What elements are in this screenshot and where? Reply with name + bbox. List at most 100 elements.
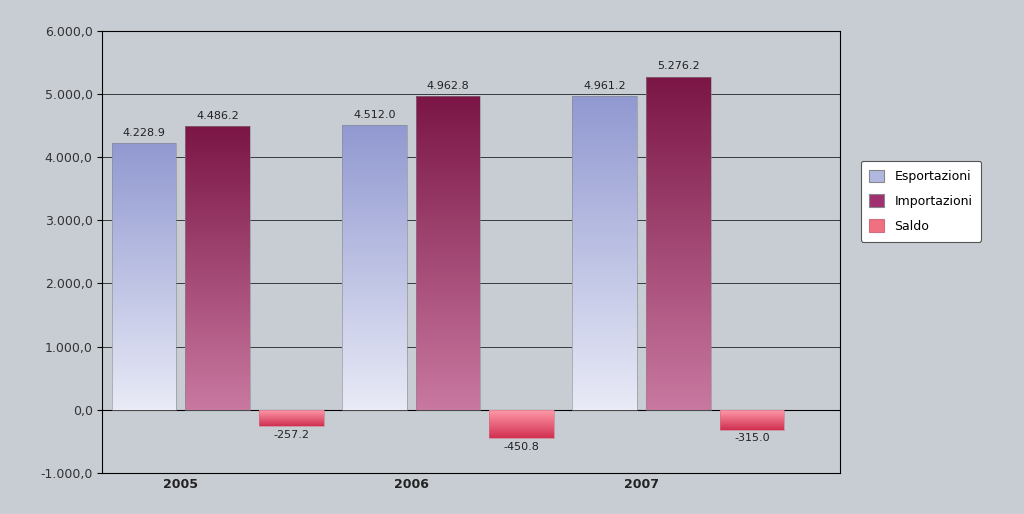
Bar (646, 297, 711, 298)
Bar (112, 370, 176, 371)
Bar (416, 137, 480, 139)
Bar (112, 209, 176, 211)
Bar (112, 258, 176, 259)
Bar (572, 217, 637, 218)
Bar (646, 88, 711, 90)
Bar (572, 106, 637, 107)
Bar (646, 168, 711, 170)
Bar (572, 402, 637, 403)
Bar (112, 179, 176, 180)
Bar (416, 106, 480, 107)
Bar (646, 275, 711, 277)
Bar (416, 109, 480, 111)
Bar (572, 328, 637, 330)
Bar (185, 255, 250, 257)
Bar (112, 384, 176, 386)
Bar (112, 184, 176, 186)
Bar (416, 394, 480, 396)
Bar (342, 287, 407, 289)
Bar (185, 407, 250, 408)
Bar (185, 139, 250, 141)
Bar (342, 352, 407, 353)
Bar (416, 386, 480, 388)
Bar (112, 340, 176, 342)
Bar (342, 308, 407, 310)
Bar (572, 211, 637, 212)
Bar (185, 281, 250, 282)
Bar (185, 394, 250, 396)
Bar (646, 216, 711, 218)
Bar (342, 140, 407, 142)
Bar (112, 316, 176, 318)
Bar (646, 121, 711, 123)
Bar (342, 321, 407, 323)
Bar (185, 126, 250, 410)
Bar (416, 322, 480, 323)
Bar (646, 220, 711, 222)
Bar (416, 380, 480, 381)
Text: 4.962.8: 4.962.8 (427, 81, 469, 91)
Bar (416, 269, 480, 270)
Bar (342, 236, 407, 237)
Bar (572, 378, 637, 380)
Bar (342, 400, 407, 401)
Bar (416, 297, 480, 299)
Bar (185, 145, 250, 146)
Bar (646, 243, 711, 245)
Bar (572, 269, 637, 270)
Bar (185, 364, 250, 366)
Bar (342, 234, 407, 236)
Bar (185, 271, 250, 272)
Bar (646, 343, 711, 345)
Bar (185, 374, 250, 376)
Bar (646, 250, 711, 251)
Bar (646, 86, 711, 88)
Bar (112, 314, 176, 315)
Bar (112, 279, 176, 280)
Bar (342, 185, 407, 186)
Bar (185, 260, 250, 261)
Bar (185, 335, 250, 336)
Bar (646, 360, 711, 361)
Bar (646, 198, 711, 200)
Bar (416, 190, 480, 192)
Bar (572, 161, 637, 162)
Bar (185, 314, 250, 315)
Bar (646, 323, 711, 325)
Bar (112, 332, 176, 334)
Bar (572, 327, 637, 328)
Bar (416, 160, 480, 162)
Bar (185, 302, 250, 303)
Bar (416, 156, 480, 157)
Bar (185, 153, 250, 155)
Bar (572, 146, 637, 148)
Bar (112, 224, 176, 226)
Bar (416, 242, 480, 244)
Bar (572, 371, 637, 372)
Bar (112, 191, 176, 192)
Bar (646, 200, 711, 201)
Bar (342, 239, 407, 240)
Bar (112, 355, 176, 356)
Bar (572, 118, 637, 120)
Bar (342, 125, 407, 126)
Bar (112, 308, 176, 309)
Bar (572, 239, 637, 241)
Bar (416, 360, 480, 361)
Bar (342, 316, 407, 317)
Bar (646, 368, 711, 370)
Bar (416, 247, 480, 248)
Bar (416, 344, 480, 345)
Bar (342, 180, 407, 182)
Bar (572, 324, 637, 325)
Bar (112, 269, 176, 271)
Bar (112, 320, 176, 322)
Bar (112, 323, 176, 324)
Bar (646, 247, 711, 248)
Bar (342, 348, 407, 350)
Bar (185, 361, 250, 363)
Bar (416, 391, 480, 393)
Bar (342, 263, 407, 264)
Bar (185, 248, 250, 250)
Bar (185, 336, 250, 338)
